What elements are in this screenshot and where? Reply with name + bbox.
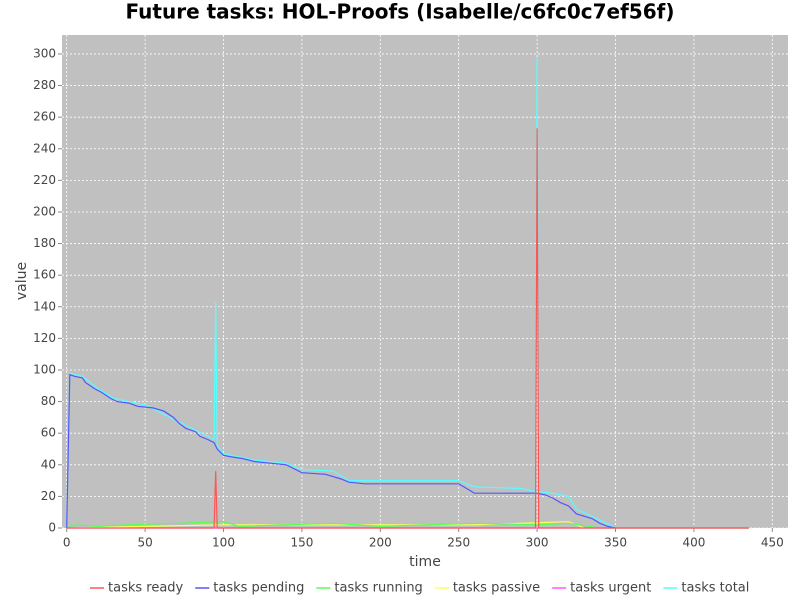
legend-label: tasks ready [108,581,184,596]
x-tick-label: 450 [761,536,784,550]
y-tick-label: 300 [33,46,56,60]
x-tick-label: 200 [369,536,392,550]
legend-label: tasks running [334,581,422,596]
y-tick-label: 120 [33,331,56,345]
y-tick-label: 80 [41,394,56,408]
x-tick-label: 250 [447,536,470,550]
y-tick-label: 140 [33,299,56,313]
y-tick-label: 240 [33,141,56,155]
series-line [66,373,616,529]
x-tick-label: 100 [212,536,235,550]
x-tick-label: 350 [604,536,627,550]
series-line [66,521,749,529]
chart-title: Future tasks: HOL-Proofs (Isabelle/c6fc0… [126,0,675,24]
legend-label: tasks passive [453,581,540,596]
x-tick-label: 50 [137,536,152,550]
y-tick-label: 220 [33,173,56,187]
y-tick-label: 0 [48,521,56,535]
y-tick-label: 180 [33,236,56,250]
series-line [66,57,616,529]
legend-label: tasks urgent [570,581,651,596]
y-tick-label: 20 [41,489,56,503]
x-tick-label: 300 [526,536,549,550]
x-axis-label: time [409,554,441,570]
y-tick-label: 60 [41,426,56,440]
series-line [66,128,749,529]
y-tick-label: 100 [33,362,56,376]
y-tick-label: 280 [33,78,56,92]
x-tick-label: 150 [290,536,313,550]
y-tick-label: 260 [33,110,56,124]
y-axis-label: value [14,262,30,300]
plot-area [62,35,788,528]
x-tick-label: 400 [682,536,705,550]
legend-label: tasks pending [213,581,304,596]
legend-label: tasks total [681,581,749,596]
x-tick-label: 0 [63,536,71,550]
y-tick-label: 160 [33,268,56,282]
y-tick-label: 200 [33,204,56,218]
y-tick-label: 40 [41,457,56,471]
